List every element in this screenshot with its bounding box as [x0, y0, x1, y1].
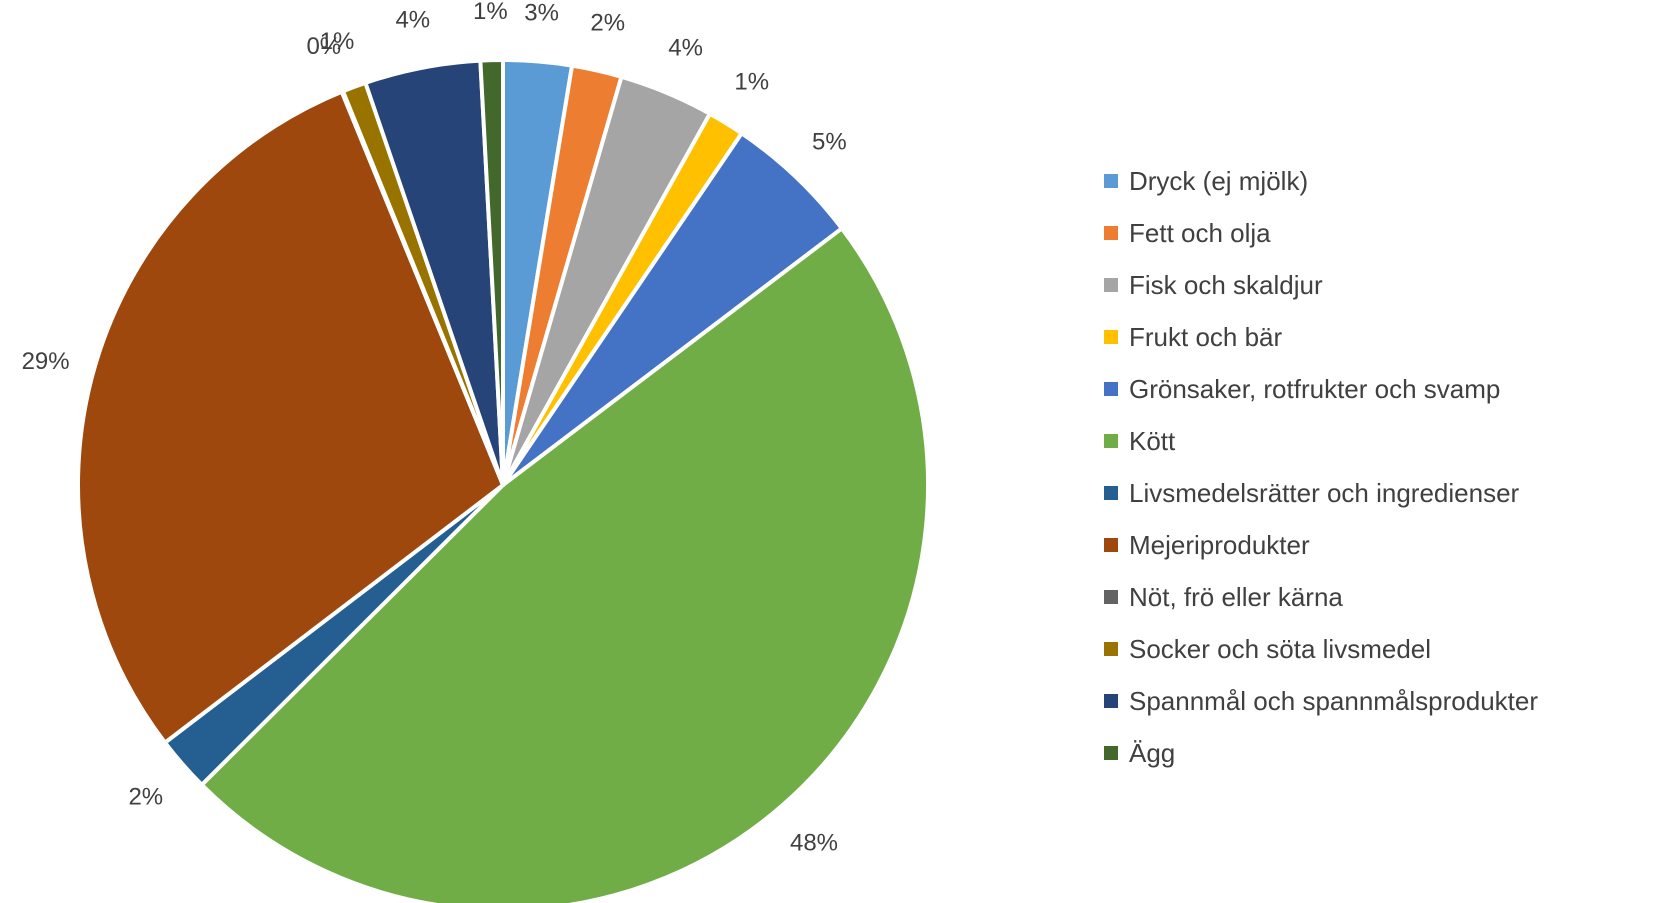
legend-swatch [1104, 382, 1118, 396]
legend-swatch [1104, 174, 1118, 188]
legend-item: Socker och söta livsmedel [1104, 623, 1538, 675]
legend-item: Fett och olja [1104, 207, 1538, 259]
legend-label: Kött [1129, 426, 1176, 456]
pie-data-label: 4% [668, 35, 703, 62]
legend-label: Socker och söta livsmedel [1129, 634, 1432, 664]
legend-item: Frukt och bär [1104, 311, 1538, 363]
legend-item: Grönsaker, rotfrukter och svamp [1104, 363, 1538, 415]
pie-data-label: 2% [590, 10, 625, 37]
pie-data-label: 4% [395, 7, 430, 34]
legend-item: Nöt, frö eller kärna [1104, 571, 1538, 623]
legend-swatch [1104, 538, 1118, 552]
legend-item: Livsmedelsrätter och ingredienser [1104, 467, 1538, 519]
legend-swatch [1104, 590, 1118, 604]
legend-item: Fisk och skaldjur [1104, 259, 1538, 311]
legend-label: Spannmål och spannmålsprodukter [1129, 686, 1539, 716]
legend-swatch [1104, 330, 1118, 344]
legend-label: Fisk och skaldjur [1129, 270, 1323, 300]
pie-slice [76, 89, 505, 745]
legend-swatch [1104, 226, 1118, 240]
legend-swatch [1104, 486, 1118, 500]
legend-swatch [1104, 278, 1118, 292]
legend-item: Kött [1104, 415, 1538, 467]
pie-data-label: 3% [524, 0, 559, 27]
chart-legend: Dryck (ej mjölk) Fett och olja Fisk och sk… [1104, 155, 1538, 779]
pie-slice [501, 131, 844, 487]
pie-data-label: 2% [128, 784, 163, 811]
legend-label: Nöt, frö eller kärna [1129, 582, 1343, 612]
legend-label: Frukt och bär [1129, 322, 1283, 352]
pie-data-label: 1% [320, 28, 355, 55]
pie-slices [76, 57, 931, 903]
pie-data-label: 1% [734, 69, 769, 96]
pie-data-labels: 3% 2%4%1%5%48%2%29%0%1%4% 1% [22, 0, 847, 857]
pie-slice [478, 57, 505, 487]
pie-data-label: 0% [306, 33, 341, 60]
legend-item: Ägg [1104, 727, 1538, 779]
legend-swatch [1104, 746, 1118, 760]
legend-swatch [1104, 642, 1118, 656]
pie-data-label: 5% [812, 128, 847, 155]
legend-swatch [1104, 434, 1118, 448]
legend-label: Grönsaker, rotfrukter och svamp [1129, 374, 1501, 404]
legend-label: Mejeriprodukter [1129, 530, 1310, 560]
legend-label: Dryck (ej mjölk) [1129, 166, 1309, 196]
legend-label: Livsmedelsrätter och ingredienser [1129, 478, 1520, 508]
legend-label: Ägg [1129, 738, 1176, 768]
legend-item: Dryck (ej mjölk) [1104, 155, 1538, 207]
legend-item: Mejeriprodukter [1104, 519, 1538, 571]
legend-label: Fett och olja [1129, 218, 1271, 248]
pie-data-label: 29% [22, 348, 70, 375]
pie-data-label: 1% [473, 0, 508, 25]
legend-swatch [1104, 694, 1118, 708]
pie-data-label: 48% [790, 830, 838, 857]
legend-item: Spannmål och spannmålsprodukter [1104, 675, 1538, 727]
pie-slice [199, 226, 931, 903]
